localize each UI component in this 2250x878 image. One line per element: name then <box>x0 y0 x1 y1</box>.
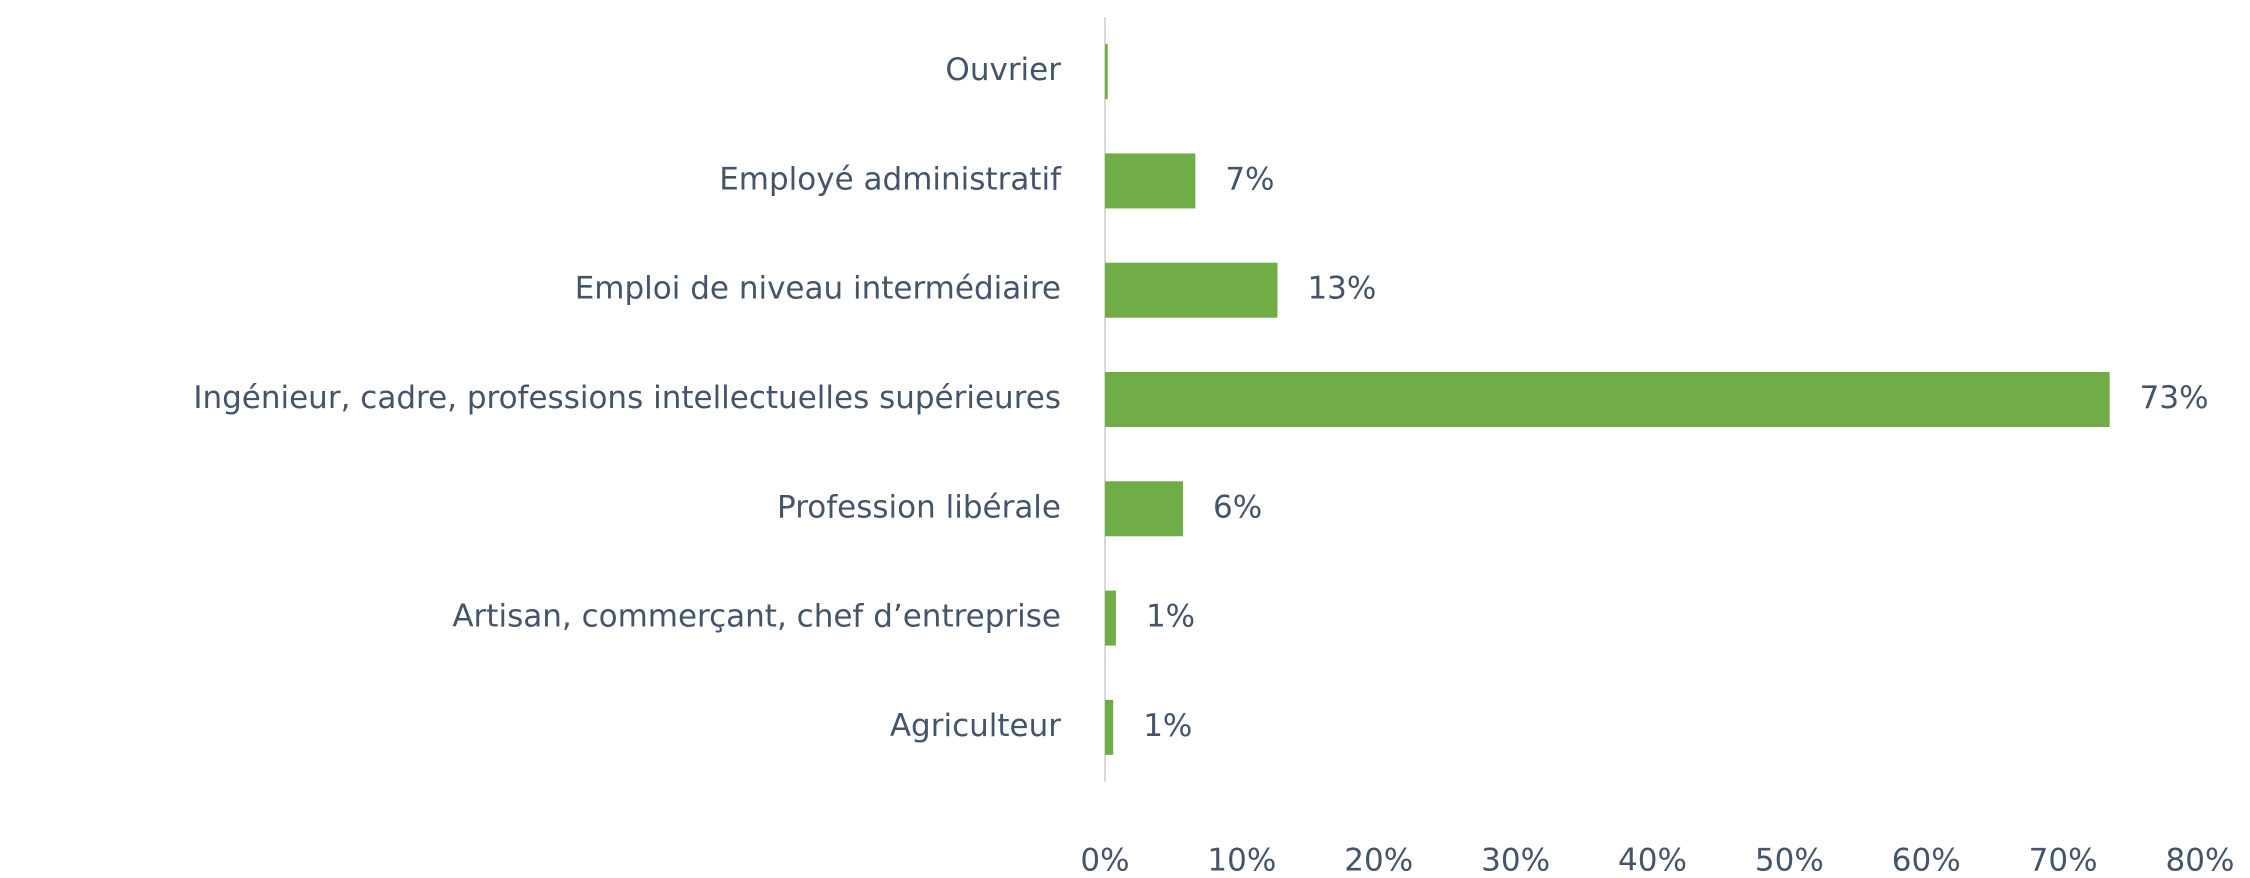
x-tick-label: 80% <box>2166 843 2235 878</box>
x-tick-label: 40% <box>1618 843 1687 878</box>
bar <box>1105 44 1108 100</box>
value-label: 1% <box>1143 708 1192 744</box>
value-label: 1% <box>1146 599 1195 635</box>
x-tick-label: 50% <box>1755 843 1824 878</box>
y-tick-label: Profession libérale <box>777 489 1061 525</box>
bar <box>1105 481 1184 537</box>
x-tick-label: 20% <box>1344 843 1413 878</box>
y-tick-label: Agriculteur <box>890 708 1061 744</box>
x-tick-label: 0% <box>1080 843 1129 878</box>
y-tick-label: Artisan, commerçant, chef d’entreprise <box>452 599 1061 635</box>
x-tick-label: 30% <box>1481 843 1550 878</box>
y-tick-label: Emploi de niveau intermédiaire <box>575 271 1061 307</box>
y-tick-label: Employé administratif <box>719 161 1062 197</box>
value-label: 6% <box>1213 489 1262 525</box>
bar <box>1105 372 2110 427</box>
bar <box>1105 699 1114 755</box>
x-tick-label: 10% <box>1207 843 1276 878</box>
bar <box>1105 590 1116 646</box>
bar <box>1105 262 1278 318</box>
y-tick-label: Ouvrier <box>945 52 1061 88</box>
value-label: 7% <box>1225 161 1274 197</box>
value-label: 73% <box>2140 380 2209 416</box>
value-label: 13% <box>1307 271 1376 307</box>
y-tick-label: Ingénieur, cadre, professions intellectu… <box>193 380 1061 416</box>
x-tick-label: 60% <box>1892 843 1961 878</box>
x-tick-label: 70% <box>2029 843 2098 878</box>
bar <box>1105 153 1196 209</box>
